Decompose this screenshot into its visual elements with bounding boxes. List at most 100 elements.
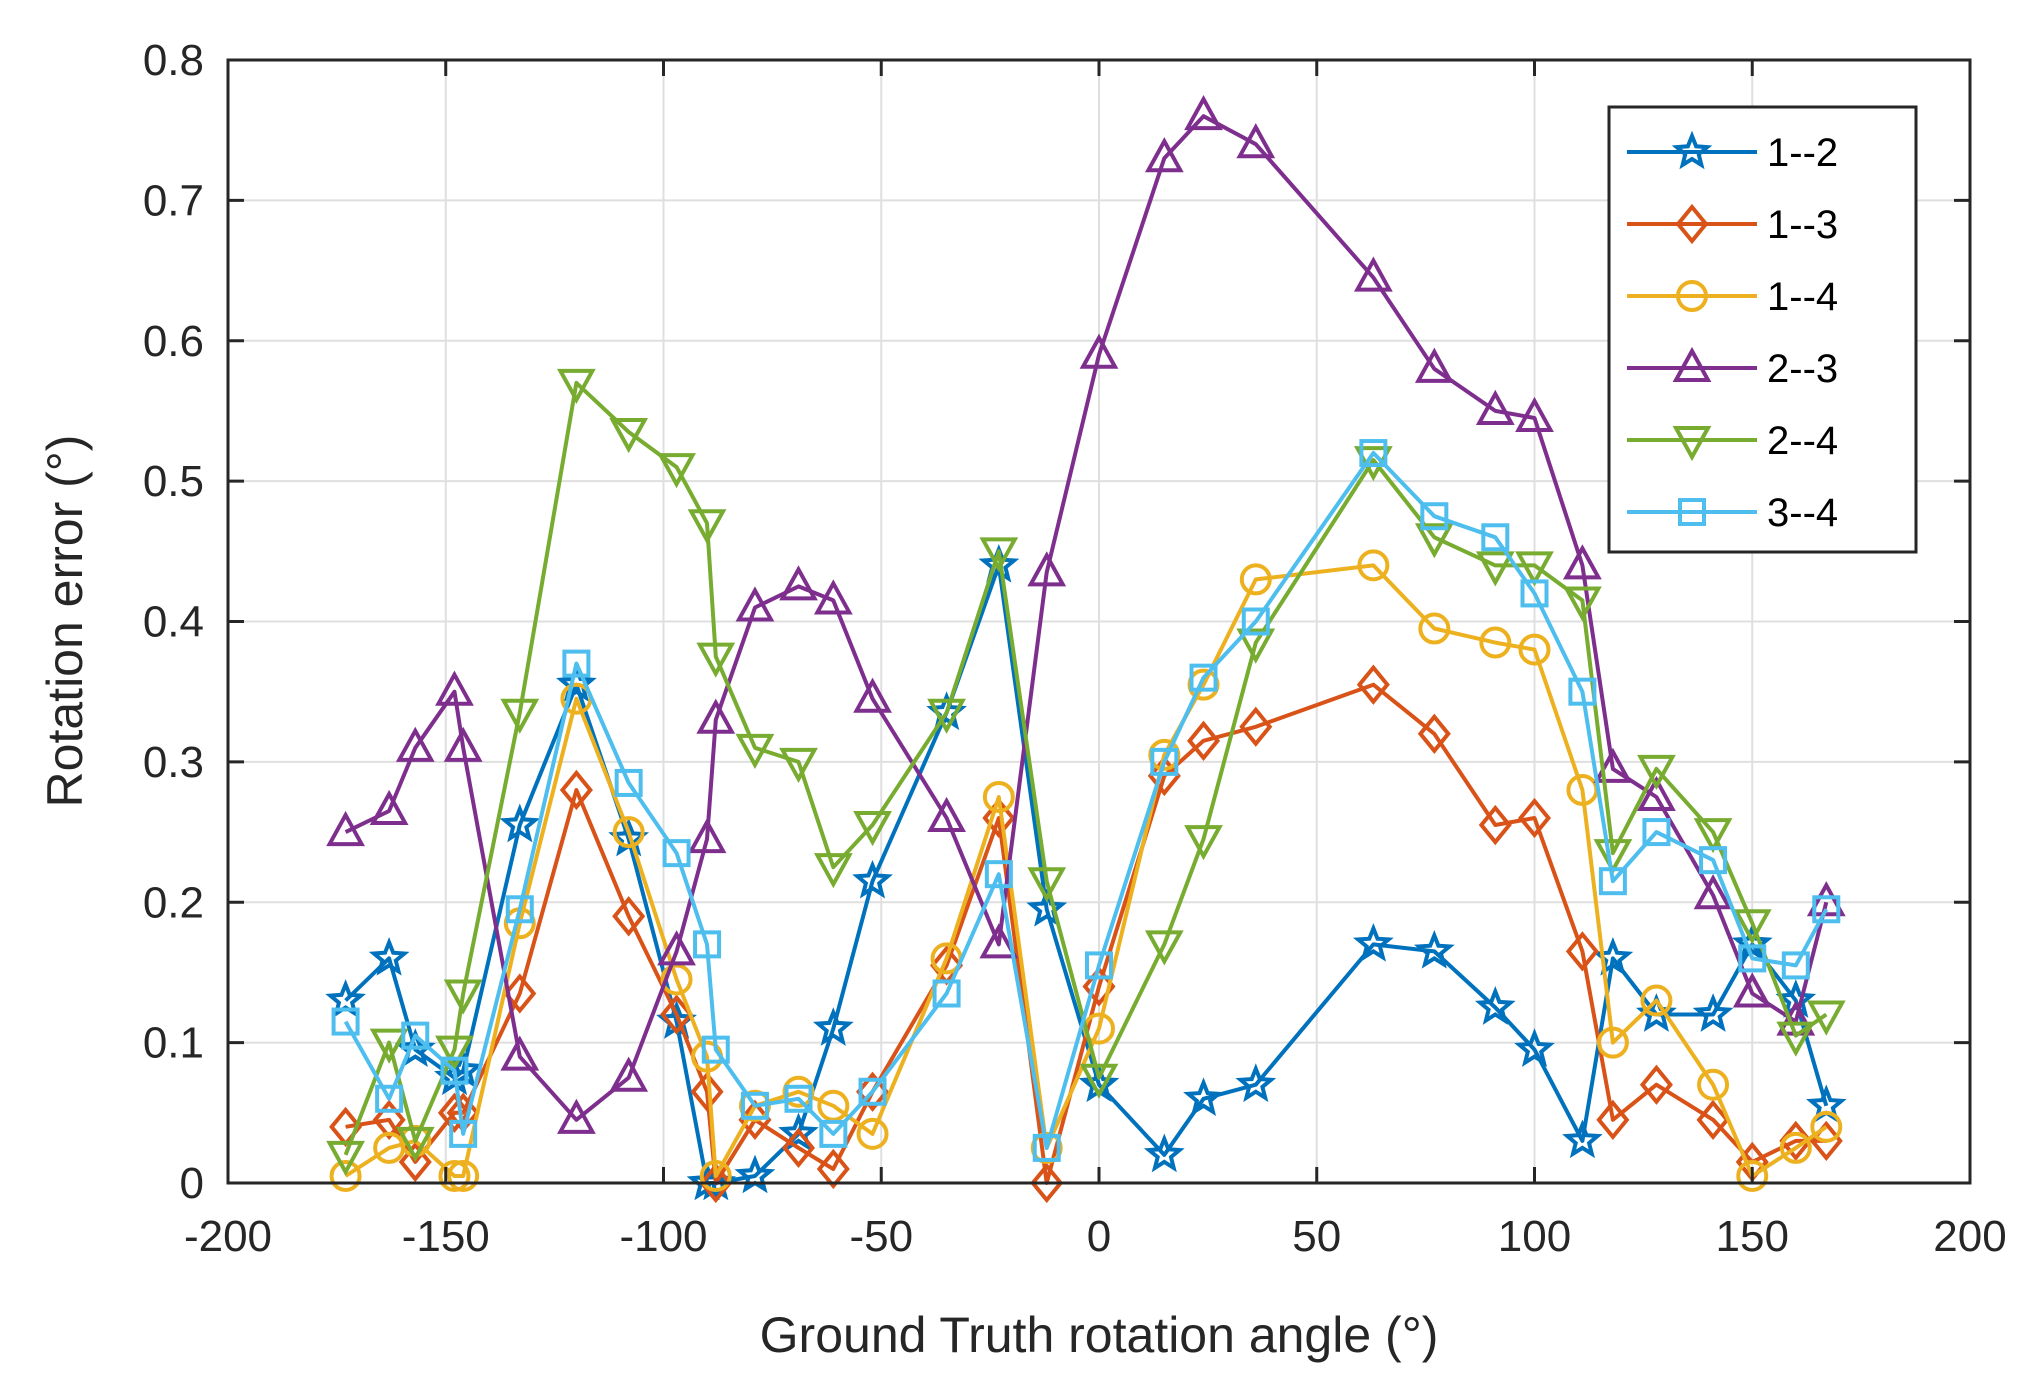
data-point-1--2 — [1413, 929, 1455, 969]
data-point-2--3 — [500, 1035, 540, 1071]
y-tick-label: 0.5 — [143, 457, 204, 506]
data-point-1--3 — [1517, 797, 1552, 839]
data-point-1--3 — [1565, 931, 1599, 972]
data-point-1--3 — [398, 1141, 432, 1183]
data-point-3--4 — [1812, 895, 1841, 924]
data-point-1--4 — [1810, 1110, 1843, 1143]
data-point-1--3 — [816, 1148, 850, 1190]
legend-marker — [1675, 203, 1709, 245]
data-point-3--4 — [375, 1084, 404, 1113]
data-point-1--4 — [1779, 1131, 1812, 1164]
data-point-3--4 — [784, 1084, 813, 1113]
data-point-2--4 — [395, 1126, 435, 1163]
data-point-2--4 — [813, 853, 853, 889]
series-line-3--4 — [343, 451, 1829, 1150]
series-1--3 — [329, 664, 1843, 1204]
data-point-3--4 — [1359, 439, 1388, 468]
y-tick-label: 0.2 — [143, 878, 204, 927]
data-point-2--4 — [1236, 628, 1276, 664]
data-point-2--4 — [1184, 825, 1223, 861]
data-point-1--4 — [1239, 563, 1272, 596]
data-point-1--3 — [612, 896, 646, 937]
x-tick-label: -150 — [402, 1212, 490, 1261]
data-point-2--4 — [1144, 930, 1184, 966]
data-point-2--3 — [1475, 389, 1515, 425]
data-point-2--3 — [1353, 256, 1393, 292]
data-point-1--2 — [1474, 986, 1516, 1025]
data-point-2--3 — [813, 579, 853, 615]
data-point-1--4 — [1736, 1159, 1769, 1192]
data-point-3--4 — [984, 860, 1013, 889]
data-point-1--3 — [660, 994, 694, 1035]
data-point-3--4 — [819, 1119, 848, 1148]
data-point-1--2 — [368, 936, 410, 976]
data-point-2--3 — [443, 726, 483, 762]
data-point-2--4 — [609, 417, 649, 454]
legend-item-1--4: 1--4 — [1627, 275, 1838, 319]
data-point-3--4 — [331, 1007, 360, 1036]
data-point-3--4 — [1738, 944, 1767, 973]
data-point-3--4 — [1085, 951, 1113, 980]
data-point-2--4 — [1776, 1021, 1816, 1057]
data-point-2--4 — [369, 1028, 409, 1064]
data-point-3--4 — [1568, 677, 1597, 706]
series-3--4 — [331, 439, 1841, 1162]
data-point-1--3 — [1478, 804, 1512, 846]
series-2--3 — [326, 95, 1846, 1134]
series-1--4 — [329, 549, 1843, 1192]
data-point-2--4 — [979, 537, 1019, 573]
y-tick-label: 0 — [180, 1159, 204, 1208]
series-line-1--4 — [344, 563, 1828, 1178]
data-point-1--2 — [1026, 887, 1068, 927]
data-point-1--4 — [660, 963, 693, 996]
axis-tick-labels: -200 -150 -100 -50 0 50 100 150 200 0 0.1 0.2 0.3 0.4… — [143, 36, 2007, 1261]
data-point-1--3 — [559, 769, 593, 811]
data-point-1--3 — [1082, 966, 1116, 1007]
data-point-2--3 — [1236, 123, 1276, 159]
data-point-2--3 — [927, 796, 966, 833]
data-point-1--2 — [1692, 993, 1734, 1032]
data-point-1--3 — [1147, 755, 1181, 797]
y-tick-label: 0.1 — [143, 1019, 204, 1068]
data-point-2--4 — [735, 733, 775, 769]
axis-ticks — [226, 58, 1972, 1185]
series-line-1--3 — [345, 682, 1827, 1185]
data-point-1--2 — [1562, 1119, 1603, 1159]
data-point-1--3 — [781, 1127, 816, 1169]
data-point-3--4 — [693, 930, 722, 959]
data-point-2--3 — [1637, 775, 1676, 811]
data-point-2--3 — [735, 586, 775, 622]
data-point-3--4 — [449, 1119, 478, 1148]
legend-label: 3--4 — [1767, 491, 1838, 535]
data-point-1--2 — [778, 1112, 819, 1152]
data-point-2--3 — [1027, 551, 1067, 587]
data-point-2--3 — [657, 930, 696, 966]
data-point-1--2 — [1352, 922, 1394, 962]
data-point-2--3 — [1693, 874, 1733, 910]
data-point-2--4 — [1414, 523, 1454, 559]
data-point-1--3 — [1356, 664, 1390, 705]
x-tick-label: 200 — [1933, 1212, 2006, 1261]
data-point-2--4 — [853, 811, 892, 847]
data-point-2--3 — [1732, 972, 1772, 1008]
series-layer — [325, 95, 1847, 1204]
data-point-2--3 — [1184, 95, 1223, 131]
data-point-1--3 — [372, 1099, 406, 1140]
data-point-3--4 — [1642, 818, 1671, 847]
data-point-1--2 — [978, 543, 1020, 583]
legend-marker — [1678, 498, 1706, 526]
series-2--4 — [326, 368, 1846, 1177]
data-point-1--4 — [447, 1159, 480, 1192]
data-point-1--4 — [1479, 626, 1512, 659]
data-point-2--3 — [557, 1098, 596, 1134]
legend-marker — [1672, 346, 1712, 382]
data-point-1--4 — [1640, 984, 1673, 1017]
legend-marker — [1676, 280, 1708, 312]
data-point-3--4 — [1150, 747, 1179, 776]
data-point-1--4 — [1357, 549, 1390, 582]
data-point-1--4 — [1596, 1026, 1629, 1059]
data-point-2--4 — [1027, 867, 1067, 903]
data-point-1--3 — [1417, 713, 1451, 754]
data-point-3--4 — [1189, 663, 1218, 692]
